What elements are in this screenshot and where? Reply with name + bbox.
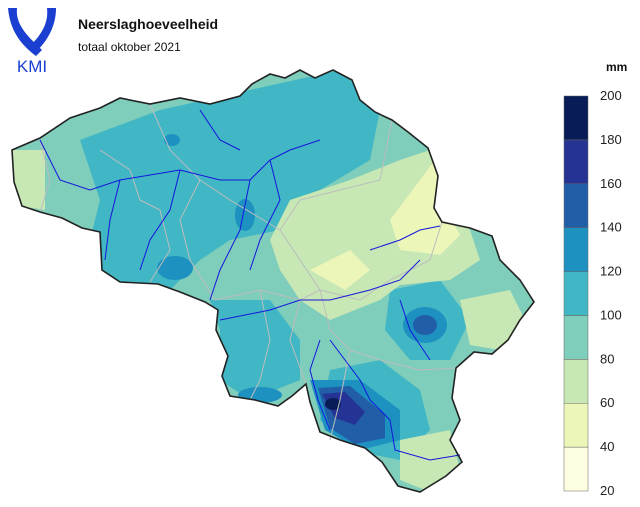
legend-label-120: 120 (600, 264, 622, 279)
legend-label-60: 60 (600, 395, 614, 410)
legend-unit: mm (606, 60, 628, 74)
color-legend: 20 40 60 80 100 120 140 160 180 200 (563, 88, 622, 498)
legend-swatch-80 (563, 315, 589, 360)
legend-label-40: 40 (600, 439, 614, 454)
legend-label-180: 180 (600, 132, 622, 147)
legend-swatch-20 (563, 446, 589, 492)
legend-swatch-120 (563, 227, 589, 272)
legend-label-20: 20 (600, 483, 614, 498)
legend-swatch-180 (563, 95, 589, 141)
map-subtitle: totaal oktober 2021 (78, 40, 181, 54)
legend-label-80: 80 (600, 351, 614, 366)
rivers (39, 109, 461, 461)
legend-label-140: 140 (600, 220, 622, 235)
legend-swatch-160 (563, 139, 589, 185)
legend-swatch-100 (563, 271, 589, 316)
legend-label-100: 100 (600, 307, 622, 322)
legend-swatch-60 (563, 359, 589, 404)
kmi-logo: KMI (8, 8, 56, 74)
map-title: Neerslaghoeveelheid (78, 16, 219, 32)
precipitation-map (11, 69, 535, 493)
legend-label-160: 160 (600, 176, 622, 191)
legend-label-200: 200 (600, 88, 622, 103)
precipitation-field (12, 70, 534, 492)
legend-swatch-140 (563, 183, 589, 228)
kmi-logo-text: KMI (17, 57, 47, 74)
province-borders (39, 103, 457, 441)
legend-swatch-40 (563, 402, 589, 448)
